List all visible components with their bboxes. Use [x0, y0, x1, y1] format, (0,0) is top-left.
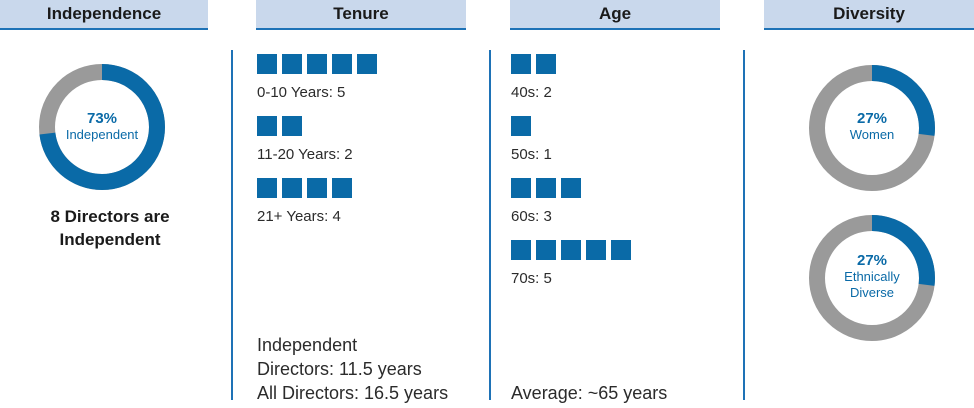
- ethnic-label-line1: Ethnically: [844, 269, 900, 284]
- tenure-summary-line3: All Directors: 16.5 years: [257, 383, 449, 403]
- age-label-40s: 40s: 2: [511, 84, 552, 101]
- age-summary: Average: ~65 years: [511, 383, 668, 403]
- tenure-square: [307, 178, 327, 198]
- independence-pct: 73%: [86, 110, 118, 127]
- tenure-square: [257, 116, 277, 136]
- tenure-square: [282, 54, 302, 74]
- header-age: Age: [510, 0, 720, 30]
- age-square: [586, 240, 606, 260]
- independence-caption-line1: 8 Directors are: [50, 207, 170, 226]
- divider-1: [231, 50, 233, 400]
- age-square: [536, 178, 556, 198]
- age-bar-70s: [511, 240, 631, 260]
- age-label-70s: 70s: 5: [511, 270, 552, 287]
- age-label-50s: 50s: 1: [511, 146, 552, 163]
- tenure-summary-line2: Directors: 11.5 years: [257, 359, 422, 379]
- tenure-bar-11-20: [257, 116, 302, 136]
- ethnic-label-line2: Diverse: [849, 285, 895, 300]
- independence-donut: [39, 64, 165, 190]
- tenure-bar-21plus: [257, 178, 352, 198]
- women-donut: [809, 65, 935, 191]
- tenure-label-21plus: 21+ Years: 4: [257, 208, 341, 225]
- tenure-square: [257, 54, 277, 74]
- tenure-square: [307, 54, 327, 74]
- women-ring-share: [809, 65, 935, 191]
- independence-caption-line2: Independent: [59, 230, 161, 249]
- ethnic-ring-share: [809, 215, 935, 341]
- age-square: [536, 54, 556, 74]
- header-diversity: Diversity: [764, 0, 974, 30]
- tenure-square: [282, 116, 302, 136]
- women-pct: 27%: [856, 110, 888, 127]
- ethnic-donut: [809, 215, 935, 341]
- age-square: [511, 54, 531, 74]
- women-donut-label: 27% Women: [822, 110, 922, 143]
- age-bar-50s: [511, 116, 531, 136]
- age-square: [511, 116, 531, 136]
- tenure-summary-line1: Independent: [257, 335, 358, 355]
- women-label: Women: [849, 127, 895, 142]
- tenure-square: [332, 54, 352, 74]
- age-square: [611, 240, 631, 260]
- age-square: [511, 240, 531, 260]
- ethnic-pct: 27%: [856, 252, 888, 269]
- independence-ring-share: [39, 64, 165, 190]
- age-bar-60s: [511, 178, 581, 198]
- ethnic-donut-label: 27% Ethnically Diverse: [822, 252, 922, 301]
- age-square: [536, 240, 556, 260]
- age-square: [561, 178, 581, 198]
- divider-2: [489, 50, 491, 400]
- tenure-label-11-20: 11-20 Years: 2: [257, 146, 353, 163]
- age-square: [561, 240, 581, 260]
- tenure-square: [282, 178, 302, 198]
- tenure-square: [357, 54, 377, 74]
- tenure-square: [257, 178, 277, 198]
- independence-label: Independent: [65, 127, 139, 142]
- tenure-label-0-10: 0-10 Years: 5: [257, 84, 346, 101]
- age-square: [511, 178, 531, 198]
- divider-3: [743, 50, 745, 400]
- header-independence: Independence: [0, 0, 208, 30]
- tenure-square: [332, 178, 352, 198]
- independence-donut-label: 73% Independent: [52, 110, 152, 143]
- age-bar-40s: [511, 54, 556, 74]
- tenure-bar-0-10: [257, 54, 377, 74]
- independence-caption: 8 Directors are Independent: [15, 205, 205, 251]
- header-tenure: Tenure: [256, 0, 466, 30]
- age-label-60s: 60s: 3: [511, 208, 552, 225]
